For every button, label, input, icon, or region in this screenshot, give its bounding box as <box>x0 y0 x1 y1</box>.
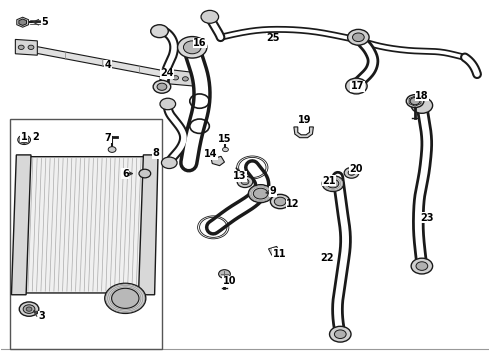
Circle shape <box>270 194 290 209</box>
Circle shape <box>348 170 355 175</box>
Circle shape <box>248 185 273 203</box>
Circle shape <box>157 83 167 90</box>
Circle shape <box>222 147 228 152</box>
Circle shape <box>347 30 369 45</box>
Circle shape <box>112 288 139 309</box>
Circle shape <box>28 45 34 49</box>
Circle shape <box>219 270 230 278</box>
Circle shape <box>411 98 433 113</box>
Circle shape <box>26 307 32 311</box>
Text: 1: 1 <box>21 132 27 142</box>
Text: 10: 10 <box>222 276 236 286</box>
Circle shape <box>139 169 151 178</box>
Text: 8: 8 <box>153 148 160 158</box>
Circle shape <box>322 176 343 192</box>
Polygon shape <box>15 40 37 55</box>
Circle shape <box>352 33 364 41</box>
Polygon shape <box>11 155 31 295</box>
Circle shape <box>153 80 171 93</box>
Circle shape <box>327 179 339 188</box>
Circle shape <box>108 147 116 152</box>
Circle shape <box>151 25 168 38</box>
Circle shape <box>345 78 367 94</box>
Circle shape <box>344 167 359 178</box>
Text: 14: 14 <box>204 149 218 159</box>
Circle shape <box>161 157 177 168</box>
Polygon shape <box>211 156 224 166</box>
Text: 19: 19 <box>298 115 311 125</box>
Text: 2: 2 <box>32 132 39 142</box>
Text: 11: 11 <box>272 248 286 258</box>
Circle shape <box>105 283 146 314</box>
Text: 24: 24 <box>160 68 173 78</box>
Polygon shape <box>294 127 314 138</box>
Polygon shape <box>19 19 26 26</box>
Text: 13: 13 <box>233 171 247 181</box>
Text: 18: 18 <box>415 91 429 101</box>
Text: 22: 22 <box>320 253 334 263</box>
Circle shape <box>18 135 30 144</box>
Circle shape <box>201 10 219 23</box>
Text: 16: 16 <box>193 38 207 48</box>
Text: 25: 25 <box>267 33 280 43</box>
Circle shape <box>21 137 27 142</box>
Circle shape <box>177 37 207 58</box>
Polygon shape <box>17 17 28 27</box>
Text: 15: 15 <box>218 134 231 144</box>
Circle shape <box>406 95 424 108</box>
Polygon shape <box>19 157 150 293</box>
Text: 12: 12 <box>286 199 299 210</box>
Text: 9: 9 <box>270 186 277 197</box>
Circle shape <box>237 176 253 188</box>
Circle shape <box>274 197 286 206</box>
Circle shape <box>19 302 39 316</box>
Circle shape <box>183 41 201 54</box>
Circle shape <box>350 82 362 90</box>
Text: 3: 3 <box>39 311 46 321</box>
Circle shape <box>416 262 428 270</box>
Text: 21: 21 <box>322 176 336 186</box>
Text: 4: 4 <box>105 60 112 70</box>
Text: 7: 7 <box>105 133 112 143</box>
Polygon shape <box>169 69 194 86</box>
Text: 20: 20 <box>350 163 363 174</box>
Circle shape <box>182 77 188 81</box>
Circle shape <box>18 45 24 49</box>
Polygon shape <box>27 45 176 80</box>
Circle shape <box>241 179 249 185</box>
Text: 5: 5 <box>41 17 48 27</box>
Circle shape <box>172 76 178 80</box>
Circle shape <box>411 258 433 274</box>
Text: 17: 17 <box>351 81 364 91</box>
Circle shape <box>23 305 35 314</box>
Circle shape <box>160 98 175 110</box>
Polygon shape <box>139 155 158 295</box>
Circle shape <box>253 188 268 199</box>
Text: 23: 23 <box>420 213 434 222</box>
Bar <box>10 119 162 348</box>
Polygon shape <box>269 246 279 255</box>
Circle shape <box>330 326 351 342</box>
Circle shape <box>410 98 420 105</box>
Text: 6: 6 <box>122 168 129 179</box>
Circle shape <box>334 330 346 338</box>
